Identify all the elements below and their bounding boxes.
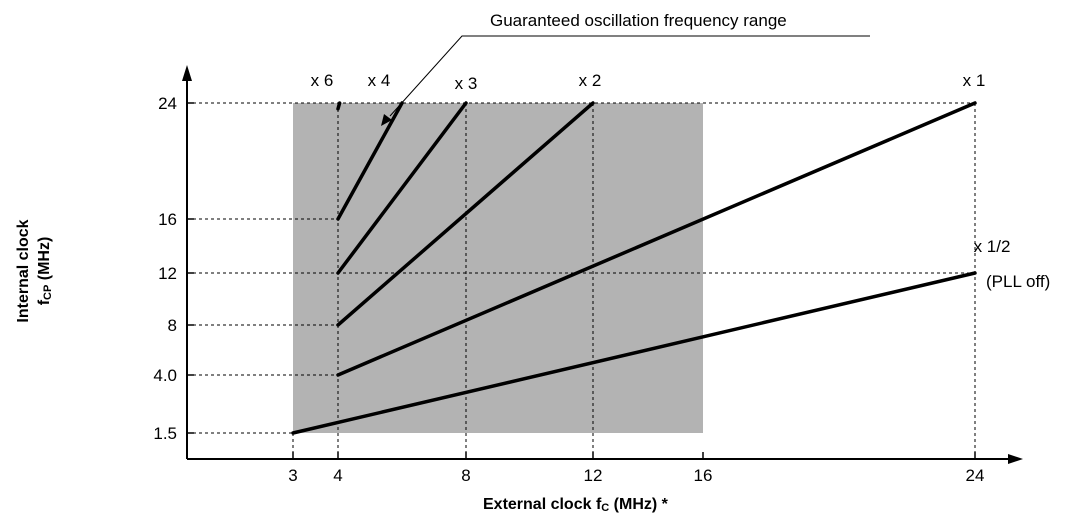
y-tick-label: 24 xyxy=(158,94,177,113)
series-label-x-half: x 1/2 xyxy=(974,237,1011,256)
series-label-x4: x 4 xyxy=(368,71,391,90)
series-line xyxy=(291,271,977,435)
series-line xyxy=(336,101,404,221)
y-tick-label: 12 xyxy=(158,264,177,283)
guaranteed-range-area xyxy=(293,103,703,433)
y-tick-label: 4.0 xyxy=(153,366,177,385)
series-label-x2: x 2 xyxy=(579,71,602,90)
callout-leader xyxy=(389,35,870,117)
pll-off-note: (PLL off) xyxy=(986,272,1050,291)
y-tick-label: 16 xyxy=(158,210,177,229)
x-axis-title-subscript: C xyxy=(601,502,609,514)
y-axis-title-unit: (MHz) xyxy=(36,237,53,285)
annotation-callout xyxy=(381,35,870,126)
x-tick-label: 4 xyxy=(333,466,342,485)
y-axis-title-line2: fCP (MHz) xyxy=(36,237,54,306)
x-axis-title-main: External clock f xyxy=(483,496,602,513)
y-tick-label: 8 xyxy=(168,316,177,335)
y-axis-title-main: f xyxy=(36,299,53,305)
dotted-guide-lines xyxy=(187,102,976,459)
y-tick-label: 1.5 xyxy=(153,424,177,443)
x-tick-label: 3 xyxy=(288,466,297,485)
series-label-x6: x 6 xyxy=(311,71,334,90)
x-tick-label: 24 xyxy=(966,466,985,485)
callout-arrowhead xyxy=(381,114,392,126)
series-line xyxy=(336,101,595,327)
series-label-x3: x 3 xyxy=(455,74,478,93)
series-lines xyxy=(291,101,977,435)
x-tick-label: 16 xyxy=(694,466,713,485)
series-line xyxy=(336,101,977,377)
axis-ticks xyxy=(187,102,976,459)
x-axis-title: External clock fC (MHz) * xyxy=(483,496,669,514)
x-tick-label: 12 xyxy=(584,466,603,485)
y-axis-title: Internal clock fCP (MHz) xyxy=(15,219,54,322)
y-axis-arrowhead xyxy=(182,65,192,81)
axes xyxy=(182,65,1023,464)
range-annotation: Guaranteed oscillation frequency range xyxy=(490,11,787,30)
x-tick-label: 8 xyxy=(461,466,470,485)
y-axis-title-subscript: CP xyxy=(42,285,54,300)
series-line xyxy=(336,101,342,111)
series-line xyxy=(336,101,468,275)
x-axis-title-unit: (MHz) * xyxy=(609,496,668,513)
x-axis-arrowhead xyxy=(1008,454,1023,464)
y-axis-title-line1: Internal clock xyxy=(15,219,32,322)
series-label-x1: x 1 xyxy=(963,71,986,90)
